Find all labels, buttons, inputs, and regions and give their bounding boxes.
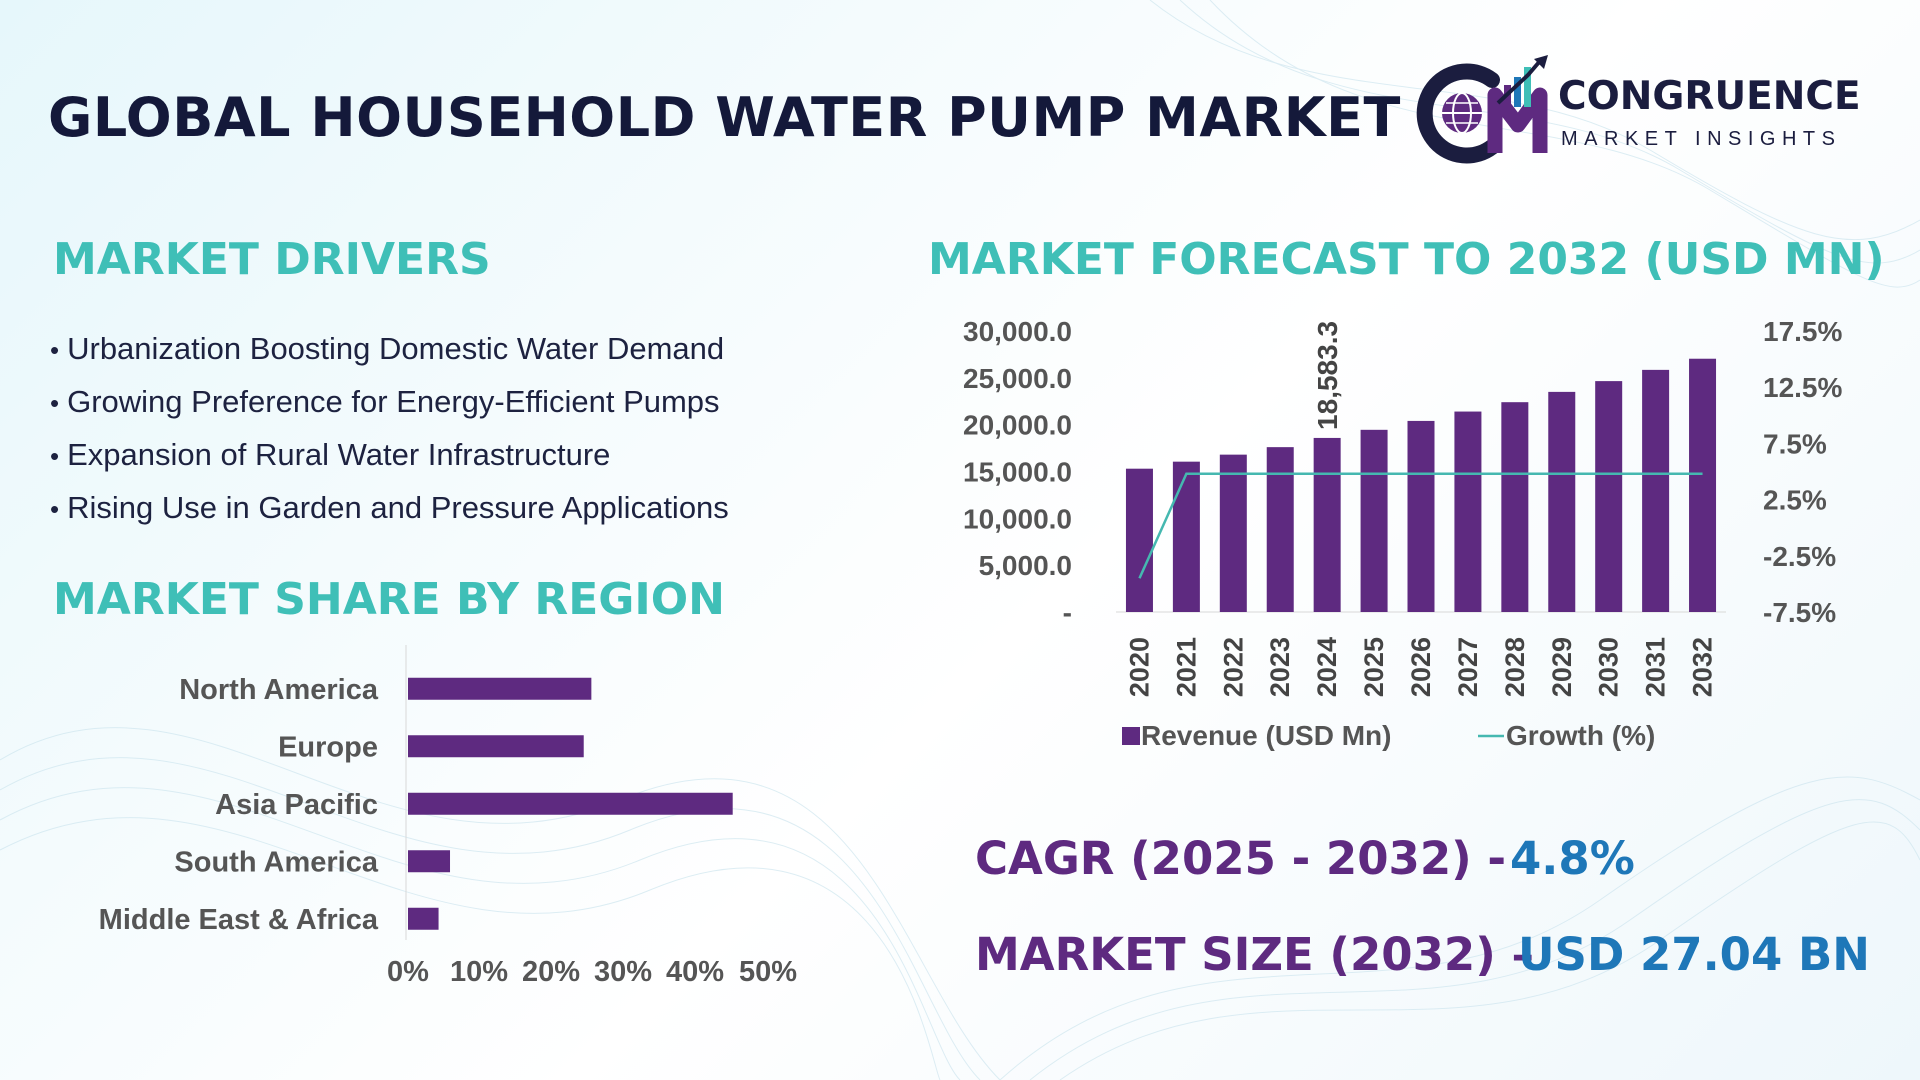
- forecast-right-tick-label: 17.5%: [1763, 316, 1842, 347]
- forecast-bar: [1219, 454, 1247, 612]
- company-logo: [1416, 55, 1548, 164]
- forecast-x-tick-label: 2023: [1265, 637, 1295, 697]
- region-x-tick-label: 30%: [594, 956, 652, 988]
- region-x-tick-label: 40%: [666, 956, 724, 988]
- forecast-x-tick-label: 2022: [1218, 637, 1248, 697]
- list-item: • Expansion of Rural Water Infrastructure: [50, 437, 611, 472]
- cm-monogram-globe-chart-icon: [1416, 55, 1548, 164]
- region-x-tick-label: 50%: [739, 956, 797, 988]
- region-x-tick-label: 10%: [450, 956, 508, 988]
- region-x-tick-label: 0%: [387, 956, 429, 988]
- forecast-bar: [1595, 381, 1623, 612]
- forecast-bar: [1266, 447, 1294, 612]
- forecast-x-tick-label: 2024: [1312, 637, 1342, 697]
- forecast-left-tick-label: 15,000.0: [963, 457, 1072, 488]
- region-title: MARKET SHARE BY REGION: [53, 574, 725, 625]
- region-bar: [408, 792, 733, 815]
- region-share-chart: North America Europe Asia Pacific South Ame…: [99, 645, 797, 988]
- forecast-x-tick-label: 2030: [1594, 637, 1624, 697]
- forecast-right-tick-label: 2.5%: [1763, 485, 1827, 516]
- region-category-label: Middle East & Africa: [99, 904, 379, 936]
- region-bar: [408, 907, 439, 930]
- forecast-bar: [1407, 420, 1435, 612]
- list-item: • Urbanization Boosting Domestic Water De…: [50, 331, 725, 366]
- cagr-label: CAGR (2025 - 2032) -: [975, 832, 1507, 885]
- forecast-right-tick-label: -7.5%: [1763, 597, 1836, 628]
- forecast-x-tick-label: 2020: [1124, 637, 1154, 697]
- forecast-right-tick-label: 7.5%: [1763, 428, 1827, 459]
- forecast-x-tick-label: 2032: [1688, 637, 1718, 697]
- forecast-x-tick-label: 2027: [1453, 637, 1483, 697]
- forecast-left-tick-label: 10,000.0: [963, 503, 1072, 534]
- forecast-left-tick-label: 25,000.0: [963, 363, 1072, 394]
- region-bar: [408, 850, 451, 873]
- legend-revenue-swatch: [1122, 727, 1140, 745]
- region-category-label: Asia Pacific: [215, 789, 378, 821]
- legend-growth-label: Growth (%): [1506, 720, 1655, 751]
- list-item: • Growing Preference for Energy-Efficient…: [50, 384, 720, 419]
- forecast-bar: [1501, 402, 1529, 612]
- forecast-right-tick-label: 12.5%: [1763, 372, 1842, 403]
- forecast-bar: [1360, 429, 1388, 612]
- region-bar: [408, 677, 592, 700]
- cagr-value: 4.8%: [1510, 832, 1635, 885]
- region-x-tick-label: 20%: [522, 956, 580, 988]
- forecast-x-tick-label: 2029: [1547, 637, 1577, 697]
- growth-series-line: [1138, 472, 1703, 579]
- forecast-x-tick-label: 2028: [1500, 637, 1530, 697]
- forecast-x-tick-label: 2031: [1641, 637, 1671, 697]
- forecast-bar: [1454, 411, 1482, 612]
- logo-wordmark: CONGRUENCE: [1558, 74, 1861, 119]
- forecast-x-tick-label: 2026: [1406, 637, 1436, 697]
- region-category-label: Europe: [278, 731, 378, 763]
- forecast-bar: [1172, 461, 1200, 612]
- market-size-label: MARKET SIZE (2032) –: [975, 928, 1534, 981]
- logo-subtitle: MARKET INSIGHTS: [1561, 128, 1842, 150]
- forecast-bar: [1548, 391, 1576, 612]
- page-title: GLOBAL HOUSEHOLD WATER PUMP MARKET: [48, 86, 1401, 149]
- region-category-label: North America: [179, 674, 379, 706]
- forecast-bar: [1689, 358, 1717, 612]
- forecast-bar: [1313, 437, 1341, 612]
- forecast-data-label: 18,583.3: [1312, 321, 1343, 430]
- forecast-left-tick-label: 5,000.0: [979, 550, 1072, 581]
- forecast-left-tick-label: 30,000.0: [963, 316, 1072, 347]
- list-item: • Rising Use in Garden and Pressure Appli…: [50, 490, 729, 525]
- forecast-x-tick-label: 2021: [1171, 637, 1201, 697]
- forecast-right-tick-label: -2.5%: [1763, 541, 1836, 572]
- drivers-title: MARKET DRIVERS: [53, 234, 491, 285]
- forecast-chart: - 5,000.0 10,000.0 15,000.0 20,000.0 25,000.0…: [963, 316, 1842, 751]
- forecast-left-tick-label: -: [1063, 597, 1072, 628]
- region-category-label: South America: [174, 846, 378, 878]
- forecast-x-tick-label: 2025: [1359, 637, 1389, 697]
- forecast-left-tick-label: 20,000.0: [963, 410, 1072, 441]
- forecast-bar: [1642, 369, 1670, 612]
- forecast-bar: [1125, 468, 1153, 612]
- forecast-title: MARKET FORECAST TO 2032 (USD MN): [928, 234, 1885, 285]
- legend-revenue-label: Revenue (USD Mn): [1141, 720, 1391, 751]
- drivers-list: • Urbanization Boosting Domestic Water De…: [50, 322, 729, 534]
- market-size-value: USD 27.04 BN: [1518, 928, 1870, 981]
- region-bar: [408, 735, 584, 758]
